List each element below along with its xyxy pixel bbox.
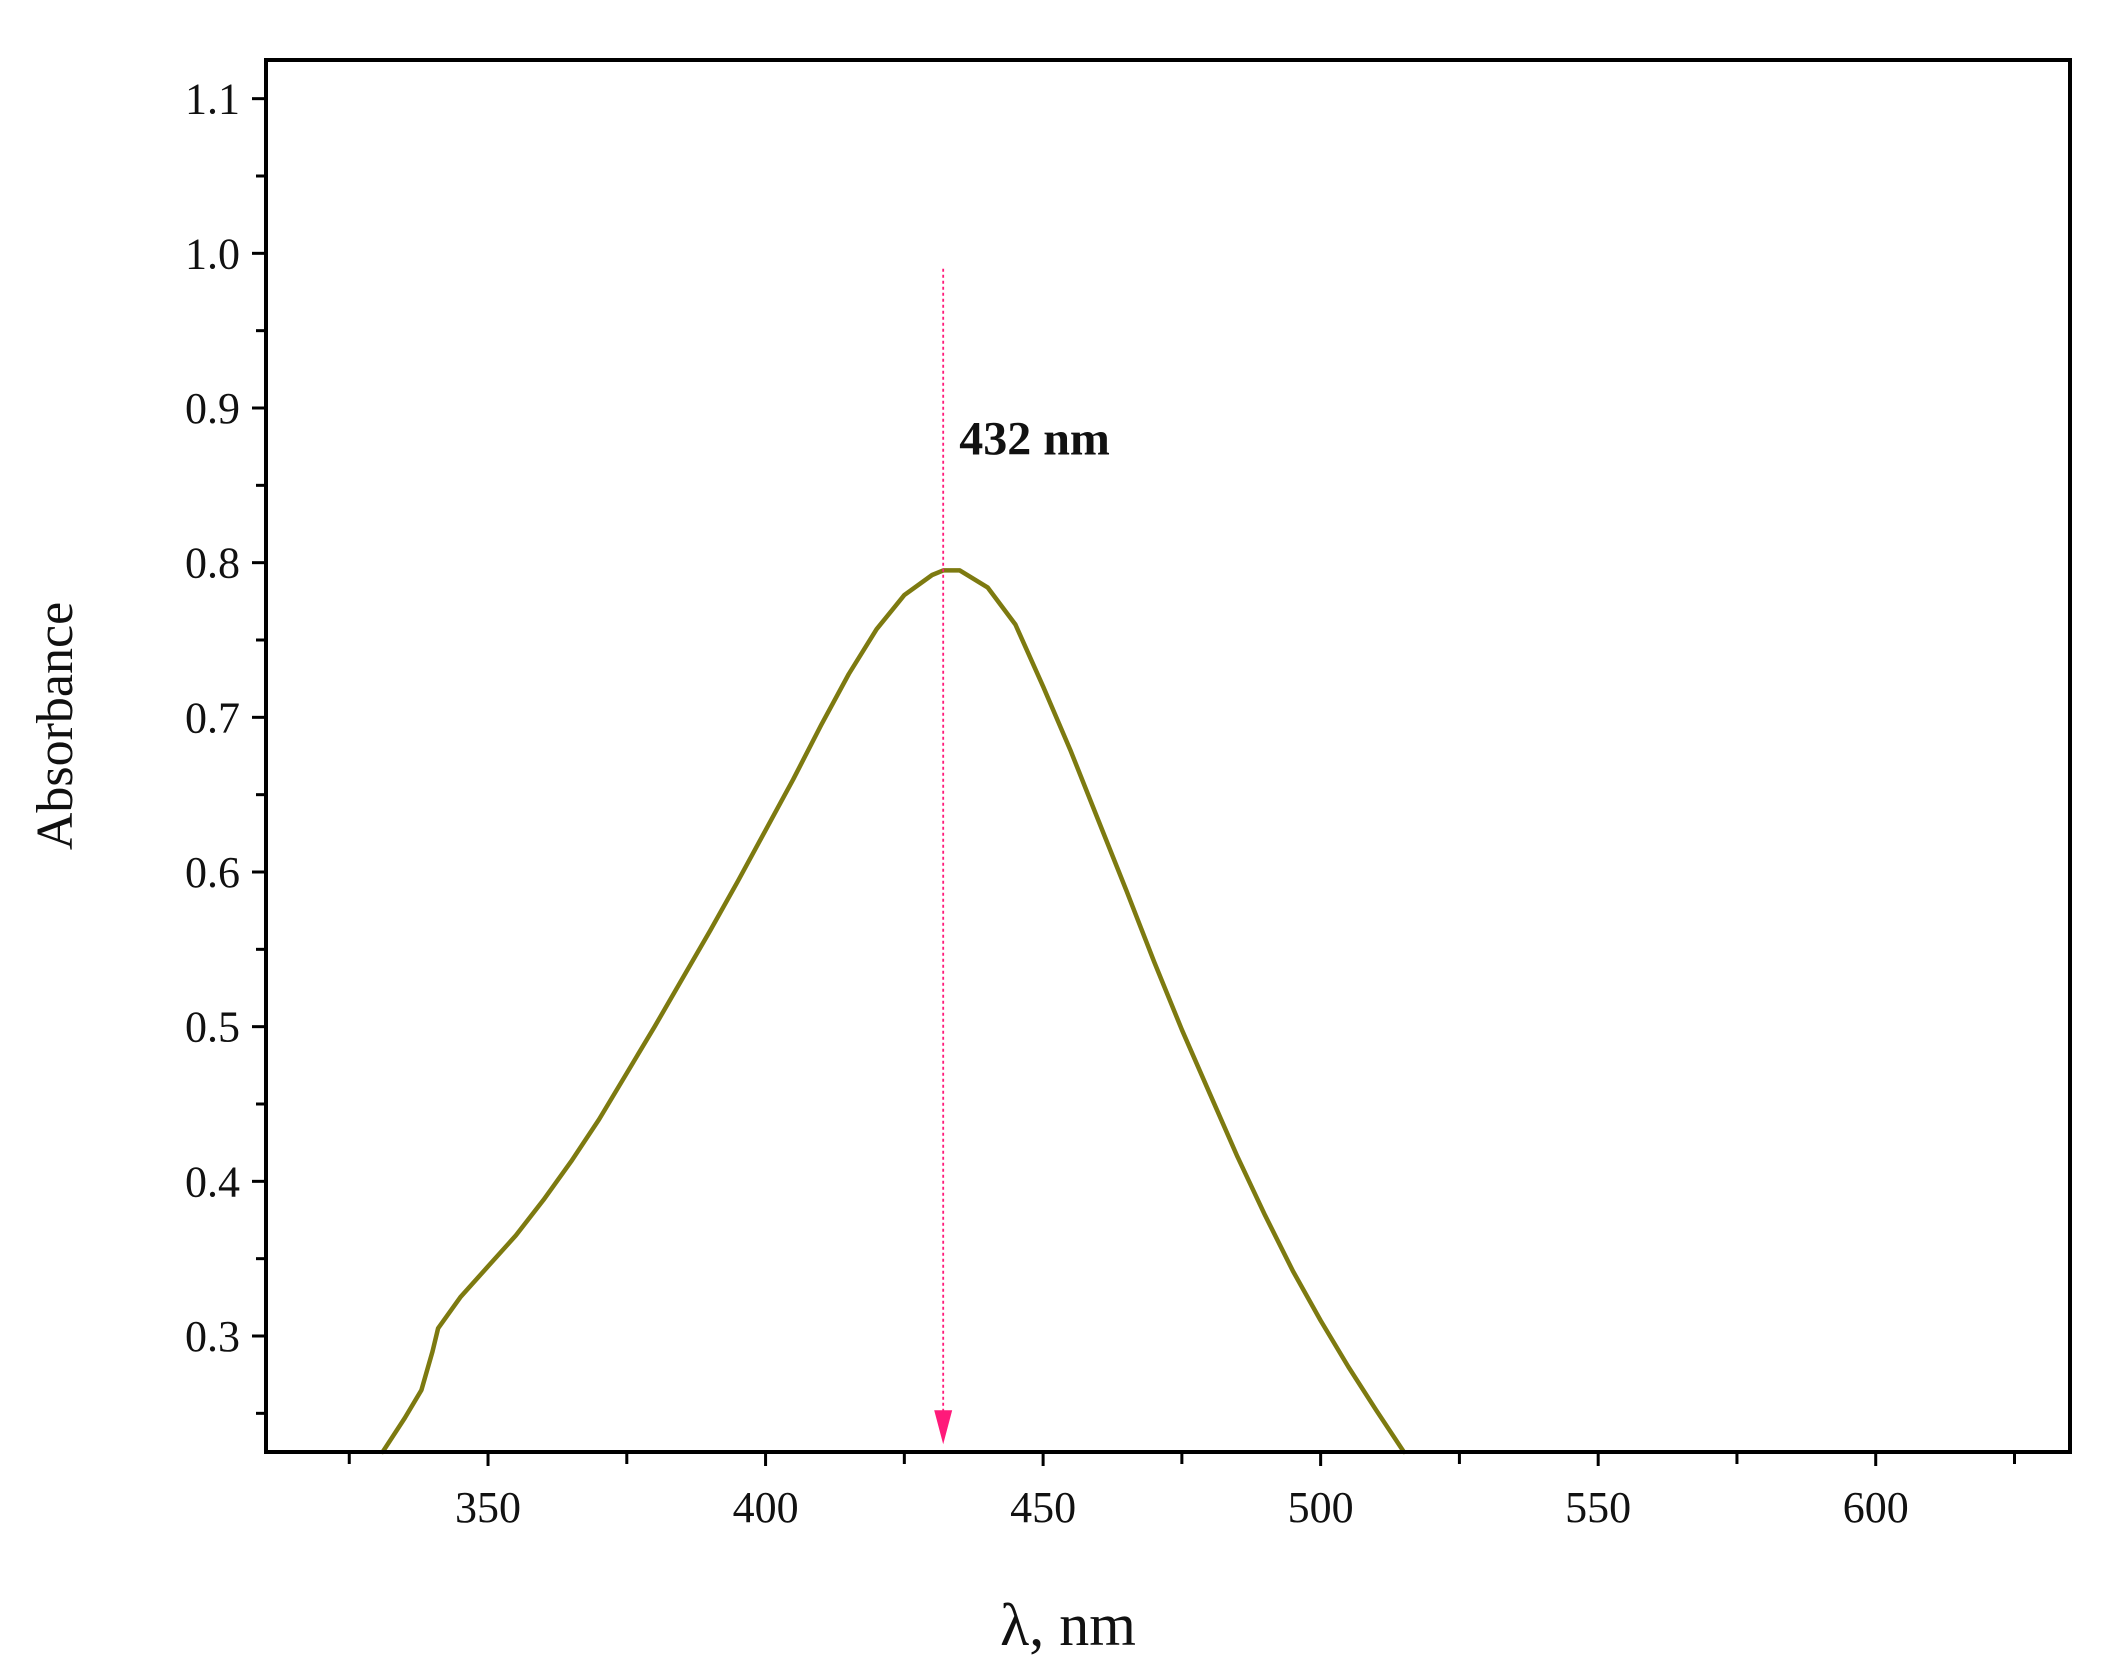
- peak-annotation: 432 nm: [934, 268, 1110, 1445]
- x-tick-label: 600: [1843, 1483, 1909, 1532]
- x-tick-label: 500: [1288, 1483, 1354, 1532]
- y-tick-label: 0.9: [185, 384, 240, 433]
- absorbance-curve: [380, 568, 1407, 1455]
- peak-arrow-head: [934, 1410, 953, 1445]
- x-tick-label: 550: [1565, 1483, 1631, 1532]
- axis-ticks: [252, 97, 2016, 1466]
- y-tick-label: 0.6: [185, 848, 240, 897]
- peak-label: 432 nm: [959, 412, 1110, 465]
- x-axis-title: λ, nm: [1000, 1592, 1136, 1658]
- plot-frame: [264, 58, 2072, 1454]
- y-tick-label: 0.5: [185, 1003, 240, 1052]
- x-tick-label: 350: [455, 1483, 521, 1532]
- x-tick-label: 400: [733, 1483, 799, 1532]
- y-tick-label: 0.8: [185, 539, 240, 588]
- y-tick-label: 0.4: [185, 1157, 240, 1206]
- y-axis-title: Absorbance: [27, 602, 84, 850]
- x-tick-label: 450: [1010, 1483, 1076, 1532]
- tick-labels: 350 400 450 500 550 600 0.3 0.4 0.5 0.6 0.7 0.8 0.9 1…: [185, 75, 1909, 1532]
- y-tick-label: 1.0: [185, 229, 240, 278]
- y-tick-label: 0.3: [185, 1312, 240, 1361]
- y-tick-label: 1.1: [185, 75, 240, 124]
- y-tick-label: 0.7: [185, 693, 240, 742]
